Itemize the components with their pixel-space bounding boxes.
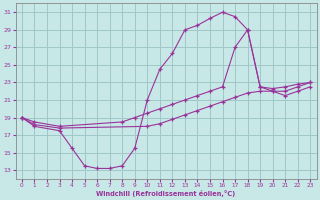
X-axis label: Windchill (Refroidissement éolien,°C): Windchill (Refroidissement éolien,°C) bbox=[96, 190, 236, 197]
